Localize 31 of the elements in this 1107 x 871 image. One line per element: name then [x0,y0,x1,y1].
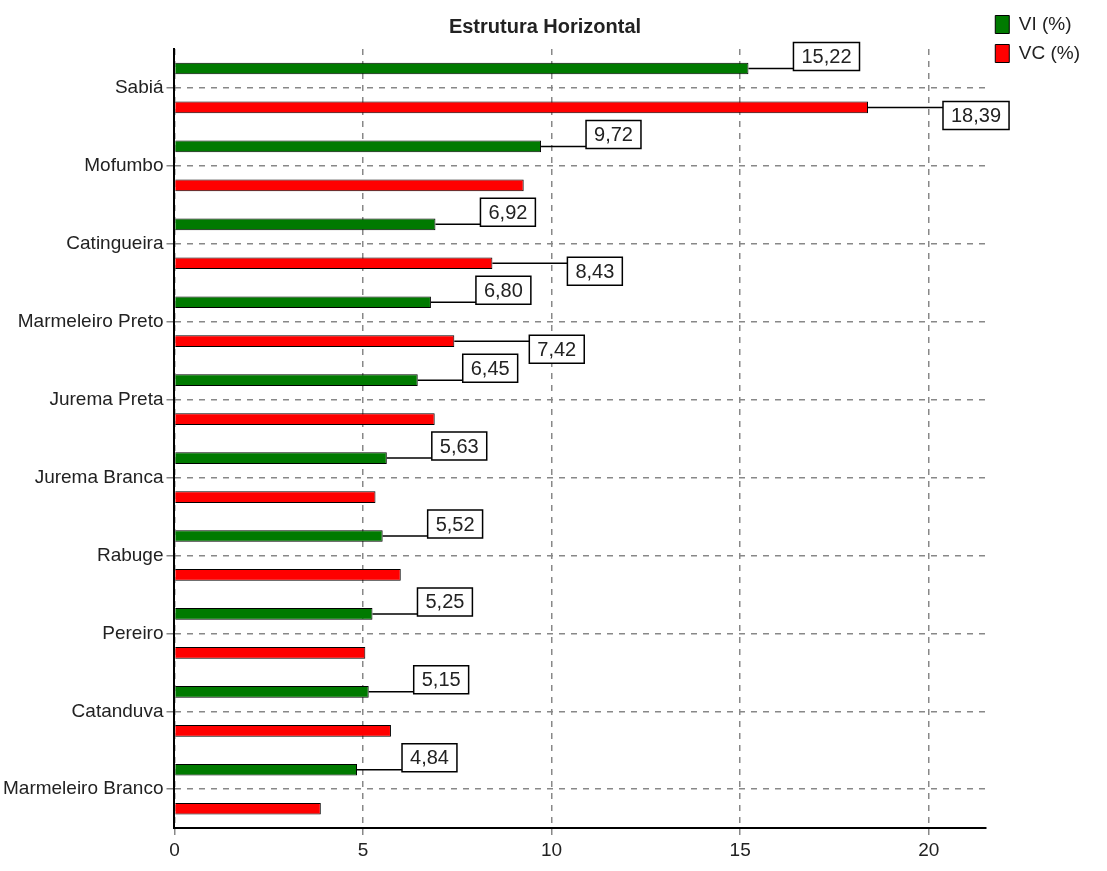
y-tick-label: Rabuge [96,543,164,565]
data-label: 8,43 [575,259,615,282]
data-label: 5,25 [425,590,465,613]
y-tick-label: Catingueira [66,232,164,254]
legend-label: VC (%) [1018,41,1081,63]
data-label: 5,52 [435,512,475,535]
y-tick-label: Sabiá [114,76,164,98]
x-tick-label: 0 [169,838,180,860]
data-label: 6,80 [483,278,523,301]
data-label: 4,84 [410,746,449,769]
data-label: 5,15 [421,668,461,691]
data-label: 18,39 [951,103,1002,126]
y-tick-label: Catanduva [71,699,164,721]
y-tick-label: Jurema Branca [34,465,164,487]
y-tick-label: Marmeleiro Branco [3,777,164,799]
data-label: 15,22 [801,45,852,67]
x-tick-label: 20 [918,838,940,860]
data-label: 6,45 [470,356,510,379]
x-tick-label: 10 [541,838,563,860]
x-tick-label: 5 [357,838,369,860]
x-tick-label: 15 [729,838,751,860]
y-tick-label: Jurema Preta [49,387,164,409]
data-label: 6,92 [488,200,528,223]
y-tick-label: Mofumbo [84,154,164,176]
y-tick-label: Marmeleiro Preto [17,309,164,331]
y-tick-label: Pereiro [102,621,164,643]
chart-title: Estrutura Horizontal [448,14,642,37]
data-label: 9,72 [594,122,633,145]
data-label: 7,42 [537,337,577,360]
data-label: 5,63 [439,434,479,457]
legend-label: VI (%) [1018,12,1072,34]
